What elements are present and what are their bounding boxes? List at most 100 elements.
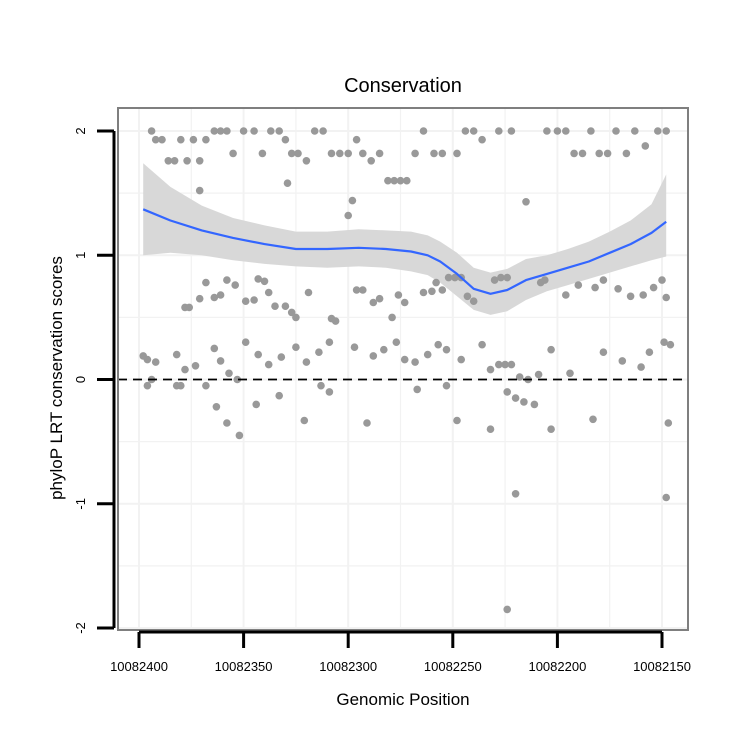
data-point xyxy=(260,277,269,286)
data-point xyxy=(294,149,302,158)
data-point xyxy=(363,419,371,427)
x-axis-label: Genomic Position xyxy=(336,690,469,709)
data-point xyxy=(216,291,225,299)
data-point xyxy=(654,127,662,135)
data-point xyxy=(233,375,242,384)
data-point xyxy=(411,358,419,366)
data-point xyxy=(522,198,530,206)
x-tick-label: 10082350 xyxy=(215,659,273,674)
data-point xyxy=(375,149,384,158)
data-point xyxy=(626,292,635,301)
data-point xyxy=(210,344,219,353)
data-point xyxy=(547,425,555,434)
data-point xyxy=(177,135,185,144)
data-point xyxy=(352,286,361,294)
data-point xyxy=(254,275,262,283)
x-tick-label: 10082150 xyxy=(633,659,691,674)
y-tick-label: 0 xyxy=(73,376,88,383)
data-point xyxy=(641,142,650,150)
data-point xyxy=(275,127,284,135)
data-point xyxy=(438,149,447,158)
data-point xyxy=(151,135,160,144)
data-point xyxy=(235,431,244,440)
data-point xyxy=(223,127,231,135)
data-point xyxy=(419,288,428,297)
data-point xyxy=(344,211,353,220)
data-point xyxy=(241,297,250,306)
data-point xyxy=(359,149,367,158)
data-point xyxy=(631,127,639,135)
data-point xyxy=(229,149,237,158)
data-point xyxy=(310,127,319,135)
data-point xyxy=(231,281,239,289)
data-point xyxy=(151,358,160,366)
data-point xyxy=(599,348,608,357)
data-point xyxy=(503,605,512,614)
data-point xyxy=(195,186,204,195)
data-point xyxy=(183,157,191,165)
data-point xyxy=(520,398,528,406)
data-points xyxy=(139,127,675,614)
chart-title: Conservation xyxy=(344,75,462,97)
data-point xyxy=(578,149,587,158)
data-point xyxy=(486,425,495,434)
data-point xyxy=(423,350,432,359)
data-point xyxy=(530,400,539,409)
data-point xyxy=(463,292,472,301)
data-point xyxy=(287,149,296,158)
data-point xyxy=(325,388,334,396)
data-point xyxy=(589,415,597,424)
data-point xyxy=(143,381,152,390)
data-point xyxy=(375,294,384,303)
data-point xyxy=(292,343,300,352)
data-point xyxy=(645,348,654,357)
data-point xyxy=(428,287,436,296)
data-point xyxy=(411,149,419,158)
data-point xyxy=(495,360,503,369)
data-point xyxy=(453,416,461,425)
data-point xyxy=(281,302,290,311)
data-point xyxy=(250,127,258,135)
data-point xyxy=(444,273,453,282)
data-point xyxy=(287,308,296,317)
data-point xyxy=(469,297,478,306)
data-point xyxy=(639,291,647,299)
data-point xyxy=(453,149,461,158)
data-point xyxy=(275,391,284,400)
data-point xyxy=(283,179,292,187)
data-point xyxy=(495,127,503,135)
data-point xyxy=(271,302,279,311)
data-point xyxy=(327,149,336,158)
data-point xyxy=(618,357,627,365)
data-point xyxy=(267,127,275,135)
data-point xyxy=(394,291,403,299)
data-point xyxy=(664,419,673,427)
data-point xyxy=(319,127,327,135)
data-point xyxy=(302,157,311,165)
data-point xyxy=(181,365,189,374)
data-point xyxy=(543,127,551,135)
data-point xyxy=(344,149,353,158)
data-point xyxy=(562,127,570,135)
data-point xyxy=(503,388,512,396)
data-point xyxy=(442,345,451,354)
data-point xyxy=(637,363,645,371)
data-point xyxy=(566,369,574,378)
data-point xyxy=(195,294,204,303)
data-point xyxy=(380,345,388,354)
data-point xyxy=(400,298,409,307)
smooth-line-layer xyxy=(142,208,667,295)
data-point xyxy=(202,278,210,287)
data-point xyxy=(177,381,185,390)
data-point xyxy=(239,127,248,135)
data-point xyxy=(367,157,376,165)
data-point xyxy=(662,293,670,302)
data-point xyxy=(392,338,401,347)
data-point xyxy=(210,127,219,135)
data-point xyxy=(143,355,152,364)
data-point xyxy=(384,176,392,185)
y-axis-label: phyloP LRT conservation scores xyxy=(47,256,66,500)
data-point xyxy=(587,127,595,135)
panel-border xyxy=(117,107,689,631)
